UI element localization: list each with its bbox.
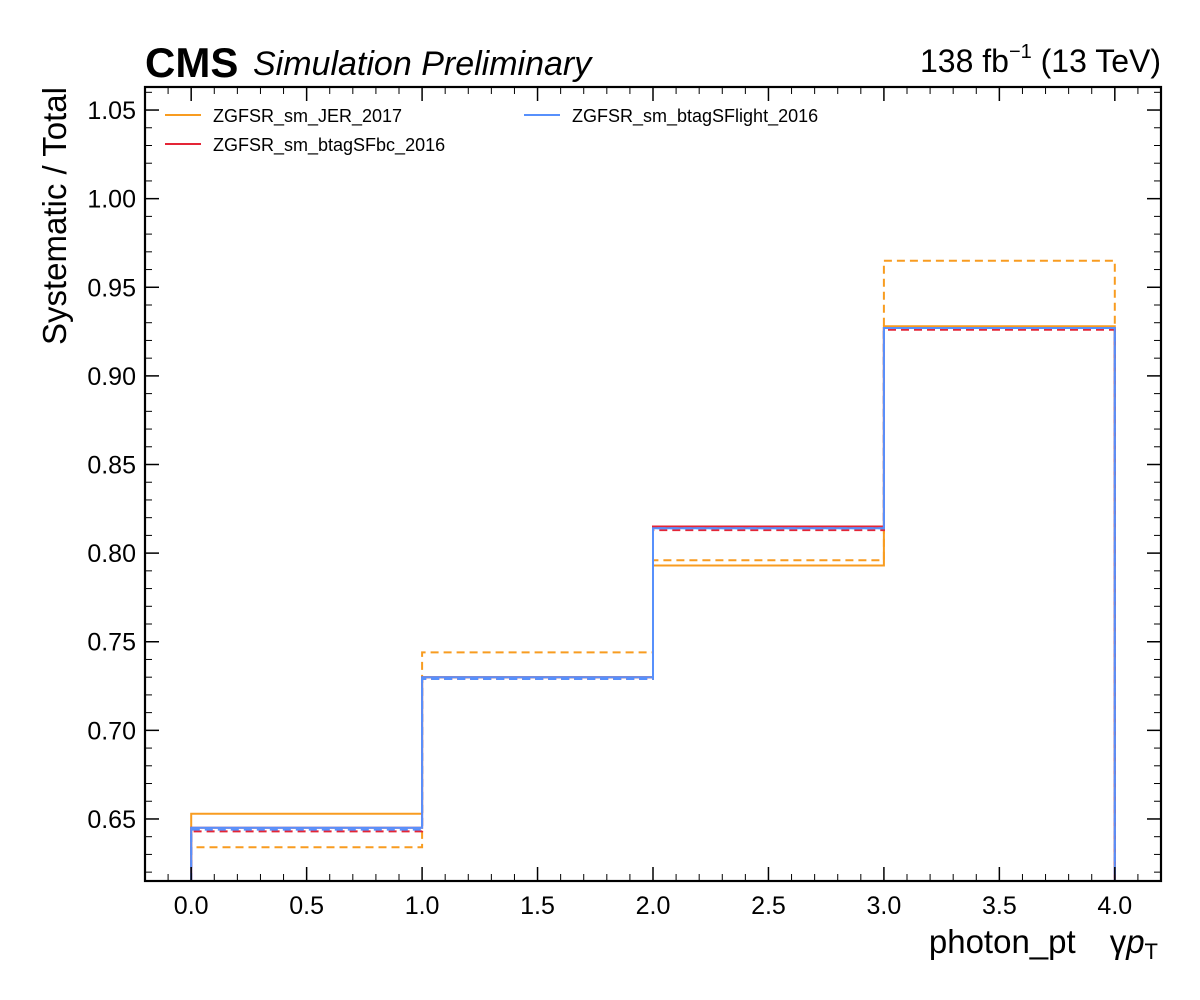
y-tick-label: 0.75 bbox=[87, 629, 136, 657]
experiment-label: CMS bbox=[145, 39, 238, 86]
x-axis-title-sub: T bbox=[1145, 939, 1158, 964]
tick-layer: 0.0 0.5 1.0 1.5 2.0 2.5 3.0 3.5 4.0 0.65 0.70 0.75 0… bbox=[87, 87, 1161, 920]
x-tick-label: 2.5 bbox=[751, 892, 786, 920]
x-tick-label: 1.5 bbox=[520, 892, 555, 920]
x-tick-label: 0.5 bbox=[289, 892, 324, 920]
lumi-value: 138 fb bbox=[920, 43, 1009, 79]
x-axis-title-p: p bbox=[1125, 923, 1144, 960]
legend-label-1: ZGFSR_sm_btagSFbc_2016 bbox=[213, 135, 445, 156]
series-2-up-line bbox=[190, 327, 1116, 881]
series-layer bbox=[190, 259, 1116, 881]
series-1-down-line bbox=[190, 328, 1116, 881]
y-tick-label: 0.90 bbox=[87, 363, 136, 391]
legend-label-0: ZGFSR_sm_JER_2017 bbox=[213, 106, 402, 127]
x-axis-title: photon_pt γpT bbox=[929, 923, 1158, 964]
x-tick-label: 0.0 bbox=[174, 892, 209, 920]
x-tick-label: 3.5 bbox=[982, 892, 1017, 920]
x-axis-title-main: photon_pt bbox=[929, 923, 1076, 960]
y-tick-label: 0.85 bbox=[87, 452, 136, 480]
legend-label-2: ZGFSR_sm_btagSFlight_2016 bbox=[572, 106, 818, 127]
y-axis-title: Systematic / Total bbox=[36, 87, 73, 345]
x-tick-label: 3.0 bbox=[867, 892, 902, 920]
y-tick-label: 0.95 bbox=[87, 274, 136, 302]
lumi-label: 138 fb−1 (13 TeV) bbox=[920, 41, 1161, 79]
y-tick-label: 0.70 bbox=[87, 717, 136, 745]
lumi-exponent: −1 bbox=[1009, 41, 1032, 63]
x-tick-label: 2.0 bbox=[636, 892, 671, 920]
y-tick-label: 0.65 bbox=[87, 806, 136, 834]
x-axis-title-gamma: γ bbox=[1110, 923, 1127, 960]
x-tick-label: 4.0 bbox=[1097, 892, 1132, 920]
lumi-energy: (13 TeV) bbox=[1032, 43, 1161, 79]
series-0-down-line bbox=[190, 259, 1116, 881]
x-tick-label: 1.0 bbox=[405, 892, 440, 920]
legend: ZGFSR_sm_JER_2017 ZGFSR_sm_btagSFbc_2016 Z… bbox=[165, 106, 818, 156]
y-tick-label: 1.05 bbox=[87, 97, 136, 125]
y-tick-label: 0.80 bbox=[87, 540, 136, 568]
y-tick-label: 1.00 bbox=[87, 186, 136, 214]
status-label: Simulation Preliminary bbox=[253, 45, 593, 83]
